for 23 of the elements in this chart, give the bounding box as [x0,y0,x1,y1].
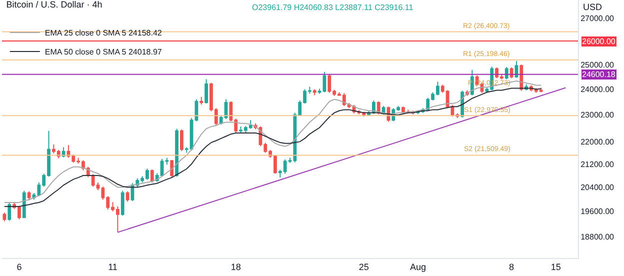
chart-subtitle: O23961.79 H24060.83 L23887.11 C23916.11 [252,3,414,12]
y-tick-label: 22000.00 [580,138,615,146]
y-tick-label: 27000.00 [580,14,615,24]
x-tick-label: 11 [108,262,118,272]
ref-line-label: 26000.00 [582,37,616,46]
y-axis-title: USD [583,2,602,12]
legend-label: EMA 25 close 0 SMA 5 24158.42 [44,28,162,38]
y-tick-label: 21200.00 [580,160,615,169]
y-tick-label: 19600.00 [580,207,615,216]
x-tick-label: 8 [509,262,514,272]
x-tick-label: 6 [16,262,22,272]
x-tick-label: 18 [230,262,241,272]
y-tick-label: 24000.00 [580,85,615,94]
x-tick-label: Aug [410,262,426,272]
x-tick-label: 15 [550,262,561,272]
y-tick-label: 25000.00 [580,60,615,70]
legend-label: EMA 50 close 0 SMA 5 24018.97 [44,48,162,57]
y-tick-label: 20400.00 [580,183,615,192]
y-tick-label: 18800.00 [580,232,615,242]
x-tick-label: 25 [358,262,369,272]
ref-line-label: 24600.18 [582,70,616,79]
chart-title: Bitcoin / U.S. Dollar · 4h [6,0,102,10]
y-tick-label: 23000.00 [580,110,615,120]
